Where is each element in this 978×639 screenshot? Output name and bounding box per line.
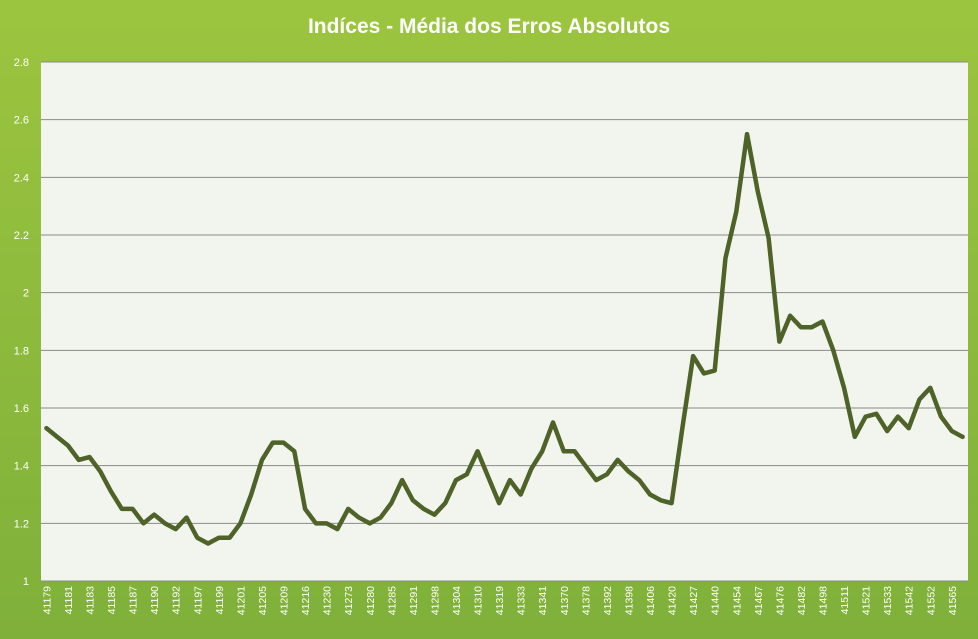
- x-tick-label: 41304: [451, 586, 463, 615]
- x-tick-label: 41565: [947, 586, 959, 615]
- x-tick-label: 41552: [925, 586, 937, 615]
- y-tick-label: 1.6: [14, 403, 29, 415]
- x-tick-label: 41420: [667, 586, 679, 615]
- chart-title: Indíces - Média dos Erros Absolutos: [308, 15, 670, 38]
- x-tick-label: 41190: [149, 586, 161, 615]
- x-tick-label: 41230: [322, 586, 334, 615]
- x-tick-label: 41273: [343, 586, 355, 615]
- x-tick-label: 41298: [429, 586, 441, 615]
- y-tick-label: 2: [23, 288, 29, 300]
- plot-area: [41, 62, 968, 581]
- x-tick-label: 41183: [85, 586, 97, 615]
- x-tick-label: 41216: [300, 586, 312, 615]
- x-tick-label: 41440: [710, 586, 722, 615]
- x-tick-label: 41291: [408, 586, 420, 615]
- y-tick-label: 1: [23, 576, 29, 588]
- x-tick-label: 41197: [192, 586, 204, 615]
- x-tick-label: 41427: [688, 586, 700, 615]
- y-axis: 1 1.2 1.4 1.6 1.8 2 2.2 2.4 2.6 2.8: [14, 57, 29, 588]
- x-tick-label: 41179: [41, 586, 53, 615]
- x-tick-label: 41192: [171, 586, 183, 615]
- x-tick-label: 41467: [753, 586, 765, 615]
- y-tick-label: 2.6: [14, 115, 29, 127]
- y-tick-label: 2.2: [14, 230, 29, 242]
- x-tick-label: 41310: [473, 586, 485, 615]
- x-tick-label: 41454: [731, 586, 743, 615]
- x-tick-label: 41199: [214, 586, 226, 615]
- x-tick-label: 41406: [645, 586, 657, 615]
- x-tick-label: 41187: [128, 586, 140, 615]
- x-tick-label: 41185: [106, 586, 118, 615]
- x-tick-label: 41205: [257, 586, 269, 615]
- y-tick-label: 2.8: [14, 57, 29, 69]
- x-tick-label: 41333: [516, 586, 528, 615]
- x-axis: 41179 41181 41183 41185 41187 41190 41192 41197…: [41, 586, 958, 615]
- x-tick-label: 41398: [623, 586, 635, 615]
- x-tick-label: 41280: [365, 586, 377, 615]
- x-tick-label: 41476: [774, 586, 786, 615]
- x-tick-label: 41341: [537, 586, 549, 615]
- x-tick-label: 41392: [602, 586, 614, 615]
- x-tick-label: 41209: [279, 586, 291, 615]
- x-tick-label: 41319: [494, 586, 506, 615]
- x-tick-label: 41201: [235, 586, 247, 615]
- y-tick-label: 1.2: [14, 518, 29, 530]
- x-tick-label: 41285: [386, 586, 398, 615]
- series-line: [44, 131, 965, 546]
- y-tick-label: 2.4: [14, 172, 29, 184]
- y-tick-label: 1.8: [14, 345, 29, 357]
- x-tick-label: 41542: [904, 586, 916, 615]
- x-tick-label: 41181: [63, 586, 75, 615]
- x-tick-label: 41378: [580, 586, 592, 615]
- x-tick-label: 41511: [839, 586, 851, 615]
- x-tick-label: 41521: [861, 586, 873, 615]
- series-group: [44, 131, 965, 546]
- gridlines: [41, 61, 968, 582]
- x-tick-label: 41498: [817, 586, 829, 615]
- x-tick-label: 41482: [796, 586, 808, 615]
- x-tick-label: 41370: [559, 586, 571, 615]
- x-tick-label: 41533: [882, 586, 894, 615]
- y-tick-label: 1.4: [14, 461, 29, 473]
